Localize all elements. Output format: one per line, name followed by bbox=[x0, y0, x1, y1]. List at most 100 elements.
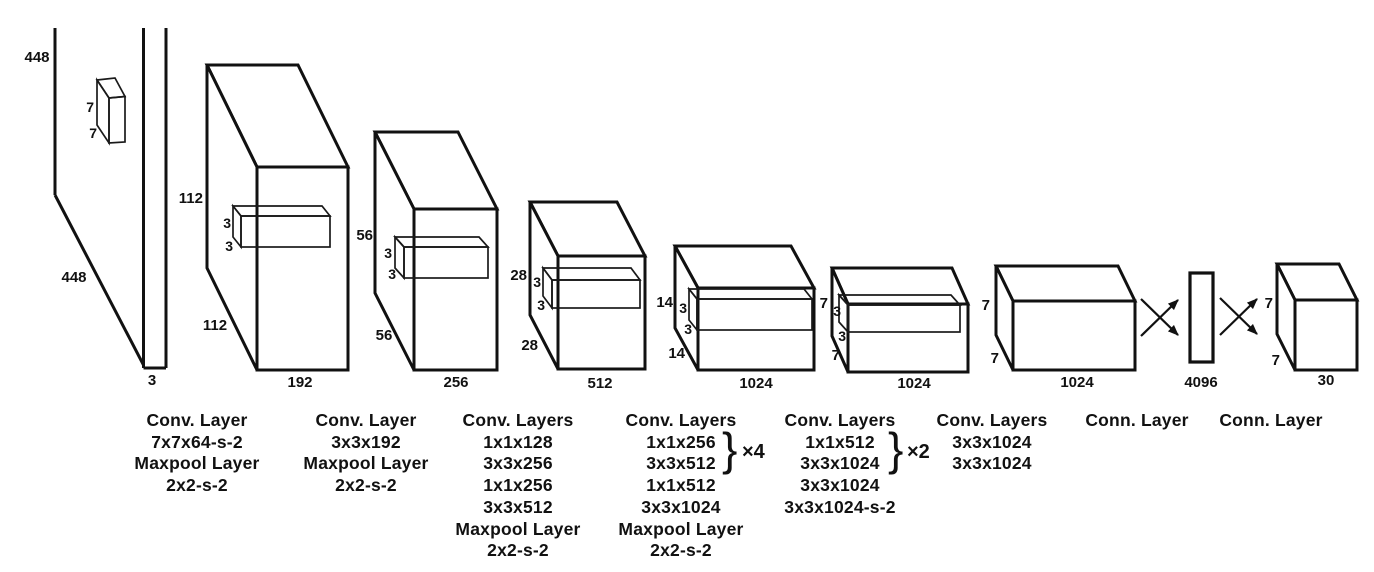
block2-channels-label: 256 bbox=[443, 374, 468, 391]
block3-kernel-h-label: 3 bbox=[533, 274, 541, 290]
block6-width-label: 7 bbox=[991, 350, 999, 367]
layer-labels-7: Conn. Layer bbox=[1042, 410, 1232, 432]
layer-label-line: 1x1x128 bbox=[483, 431, 553, 452]
block6-top-face bbox=[993, 264, 1138, 303]
layer-label-line: Conn. Layer bbox=[1219, 410, 1323, 430]
block1-kernel-box bbox=[231, 203, 332, 250]
layer-label-line: 3x3x256 bbox=[483, 453, 553, 474]
kernel-front-face bbox=[551, 279, 641, 309]
block5-top-face bbox=[829, 266, 971, 306]
block1-channels-label: 192 bbox=[287, 374, 312, 391]
layer-label-line: 1x1x256 bbox=[646, 431, 716, 452]
layer-label-line: 3x3x192 bbox=[331, 431, 401, 452]
output-front-face bbox=[1293, 298, 1359, 372]
fc-units-label: 4096 bbox=[1184, 374, 1217, 391]
layer-labels-6: Conv. Layers 3x3x1024 3x3x1024 bbox=[897, 410, 1087, 475]
input-kernel-box bbox=[95, 77, 127, 146]
block1-kernel-h-label: 3 bbox=[223, 215, 231, 231]
layer-label-line: Maxpool Layer bbox=[618, 518, 744, 539]
layer-labels-4: Conv. Layers 1x1x256 3x3x512 1x1x512 3x3… bbox=[586, 410, 776, 562]
block6-front-face bbox=[1011, 299, 1137, 372]
block3-kernel-box bbox=[541, 265, 642, 311]
kernel-front-face bbox=[240, 215, 331, 248]
conv-block-1: 112 112 192 3 3 bbox=[179, 63, 351, 391]
fc-vector: 4096 bbox=[1184, 271, 1218, 391]
layer-label-line: 2x2-s-2 bbox=[650, 540, 712, 561]
block1-front-face bbox=[255, 165, 350, 372]
block2-kernel-w-label: 3 bbox=[388, 266, 396, 282]
block2-height-label: 56 bbox=[356, 227, 373, 244]
block4-height-label: 14 bbox=[656, 294, 673, 311]
conv-block-2: 56 56 256 3 3 bbox=[356, 130, 500, 391]
input-kernel-w-label: 7 bbox=[89, 125, 97, 141]
block4-kernel-w-label: 3 bbox=[684, 321, 692, 337]
block5-channels-label: 1024 bbox=[897, 375, 931, 392]
block4-channels-label: 1024 bbox=[739, 375, 773, 392]
block5-height-label: 7 bbox=[820, 295, 828, 312]
kernel-front-face bbox=[847, 304, 961, 333]
block6-channels-label: 1024 bbox=[1060, 374, 1094, 391]
input-kernel-h-label: 7 bbox=[86, 99, 94, 115]
kernel-front-face bbox=[403, 246, 489, 279]
layer-label-line: Conv. Layers bbox=[784, 410, 896, 430]
layer-label-line: Maxpool Layer bbox=[455, 518, 581, 539]
layer-label-line: 3x3x1024 bbox=[641, 496, 721, 517]
block3-width-label: 28 bbox=[521, 337, 538, 354]
kernel-front-face bbox=[96, 77, 110, 146]
repeat-multiplier-1: ×4 bbox=[742, 441, 765, 463]
block1-width-label: 112 bbox=[203, 317, 227, 334]
block2-kernel-box bbox=[393, 234, 490, 281]
input-height-label: 448 bbox=[24, 49, 49, 66]
layer-label-line: 3x3x512 bbox=[646, 453, 716, 474]
output-channels-label: 30 bbox=[1318, 372, 1335, 389]
block2-width-label: 56 bbox=[376, 327, 393, 344]
output-height-label: 7 bbox=[1265, 295, 1273, 312]
layer-labels-5: Conv. Layers 1x1x512 3x3x1024 3x3x1024 3… bbox=[745, 410, 935, 519]
block2-kernel-h-label: 3 bbox=[384, 245, 392, 261]
layer-label-line: 3x3x1024 bbox=[800, 453, 880, 474]
layer-labels-3: Conv. Layers 1x1x128 3x3x256 1x1x256 3x3… bbox=[423, 410, 613, 562]
block1-kernel-w-label: 3 bbox=[225, 238, 233, 254]
block3-front-face bbox=[556, 254, 647, 371]
block1-height-label: 112 bbox=[179, 190, 203, 207]
layer-label-line: 3x3x1024-s-2 bbox=[784, 496, 896, 517]
layer-label-line: 3x3x1024 bbox=[952, 431, 1032, 452]
layer-label-line: Conv. Layers bbox=[462, 410, 574, 430]
block6-height-label: 7 bbox=[982, 297, 990, 314]
layer-label-line: Conv. Layer bbox=[146, 410, 248, 430]
layer-labels-8: Conn. Layer bbox=[1176, 410, 1366, 432]
block5-width-label: 7 bbox=[832, 347, 840, 364]
output-width-label: 7 bbox=[1272, 352, 1280, 369]
layer-label-line: Conv. Layer bbox=[315, 410, 417, 430]
input-bottom-edge bbox=[53, 194, 145, 366]
fc-arrows-2 bbox=[1219, 297, 1258, 336]
layer-label-line: 7x7x64-s-2 bbox=[151, 431, 243, 452]
conv-block-5: 7 7 1024 3 3 bbox=[820, 266, 971, 392]
input-image: 448 448 3 7 7 bbox=[24, 28, 168, 389]
block5-kernel-box bbox=[837, 292, 962, 335]
layer-label-line: Conv. Layers bbox=[625, 410, 737, 430]
layer-label-line: Conn. Layer bbox=[1085, 410, 1189, 430]
kernel-front-face bbox=[696, 298, 813, 331]
block3-kernel-w-label: 3 bbox=[537, 297, 545, 313]
layer-label-line: Maxpool Layer bbox=[303, 453, 429, 474]
block5-front-face bbox=[846, 302, 970, 374]
arrow-up-right bbox=[1219, 298, 1258, 336]
arrow-up-right bbox=[1140, 299, 1179, 337]
layer-label-line: 3x3x512 bbox=[483, 496, 553, 517]
layer-label-line: 1x1x512 bbox=[805, 431, 875, 452]
layer-label-line: Conv. Layers bbox=[936, 410, 1048, 430]
block2-front-face bbox=[412, 207, 499, 372]
layer-label-line: 1x1x256 bbox=[483, 475, 553, 496]
block4-kernel-box bbox=[687, 286, 814, 333]
input-channels-label: 3 bbox=[148, 372, 156, 389]
layer-label-line: 2x2-s-2 bbox=[335, 475, 397, 496]
output-tensor: 7 7 30 bbox=[1265, 262, 1360, 389]
layer-labels-2: Conv. Layer 3x3x192 Maxpool Layer 2x2-s-… bbox=[271, 410, 461, 497]
fc-arrows-1 bbox=[1140, 298, 1179, 337]
fc-vector-rect bbox=[1188, 271, 1215, 364]
layer-label-line: 2x2-s-2 bbox=[166, 475, 228, 496]
layer-labels-1: Conv. Layer 7x7x64-s-2 Maxpool Layer 2x2… bbox=[102, 410, 292, 497]
block4-width-label: 14 bbox=[668, 345, 685, 362]
